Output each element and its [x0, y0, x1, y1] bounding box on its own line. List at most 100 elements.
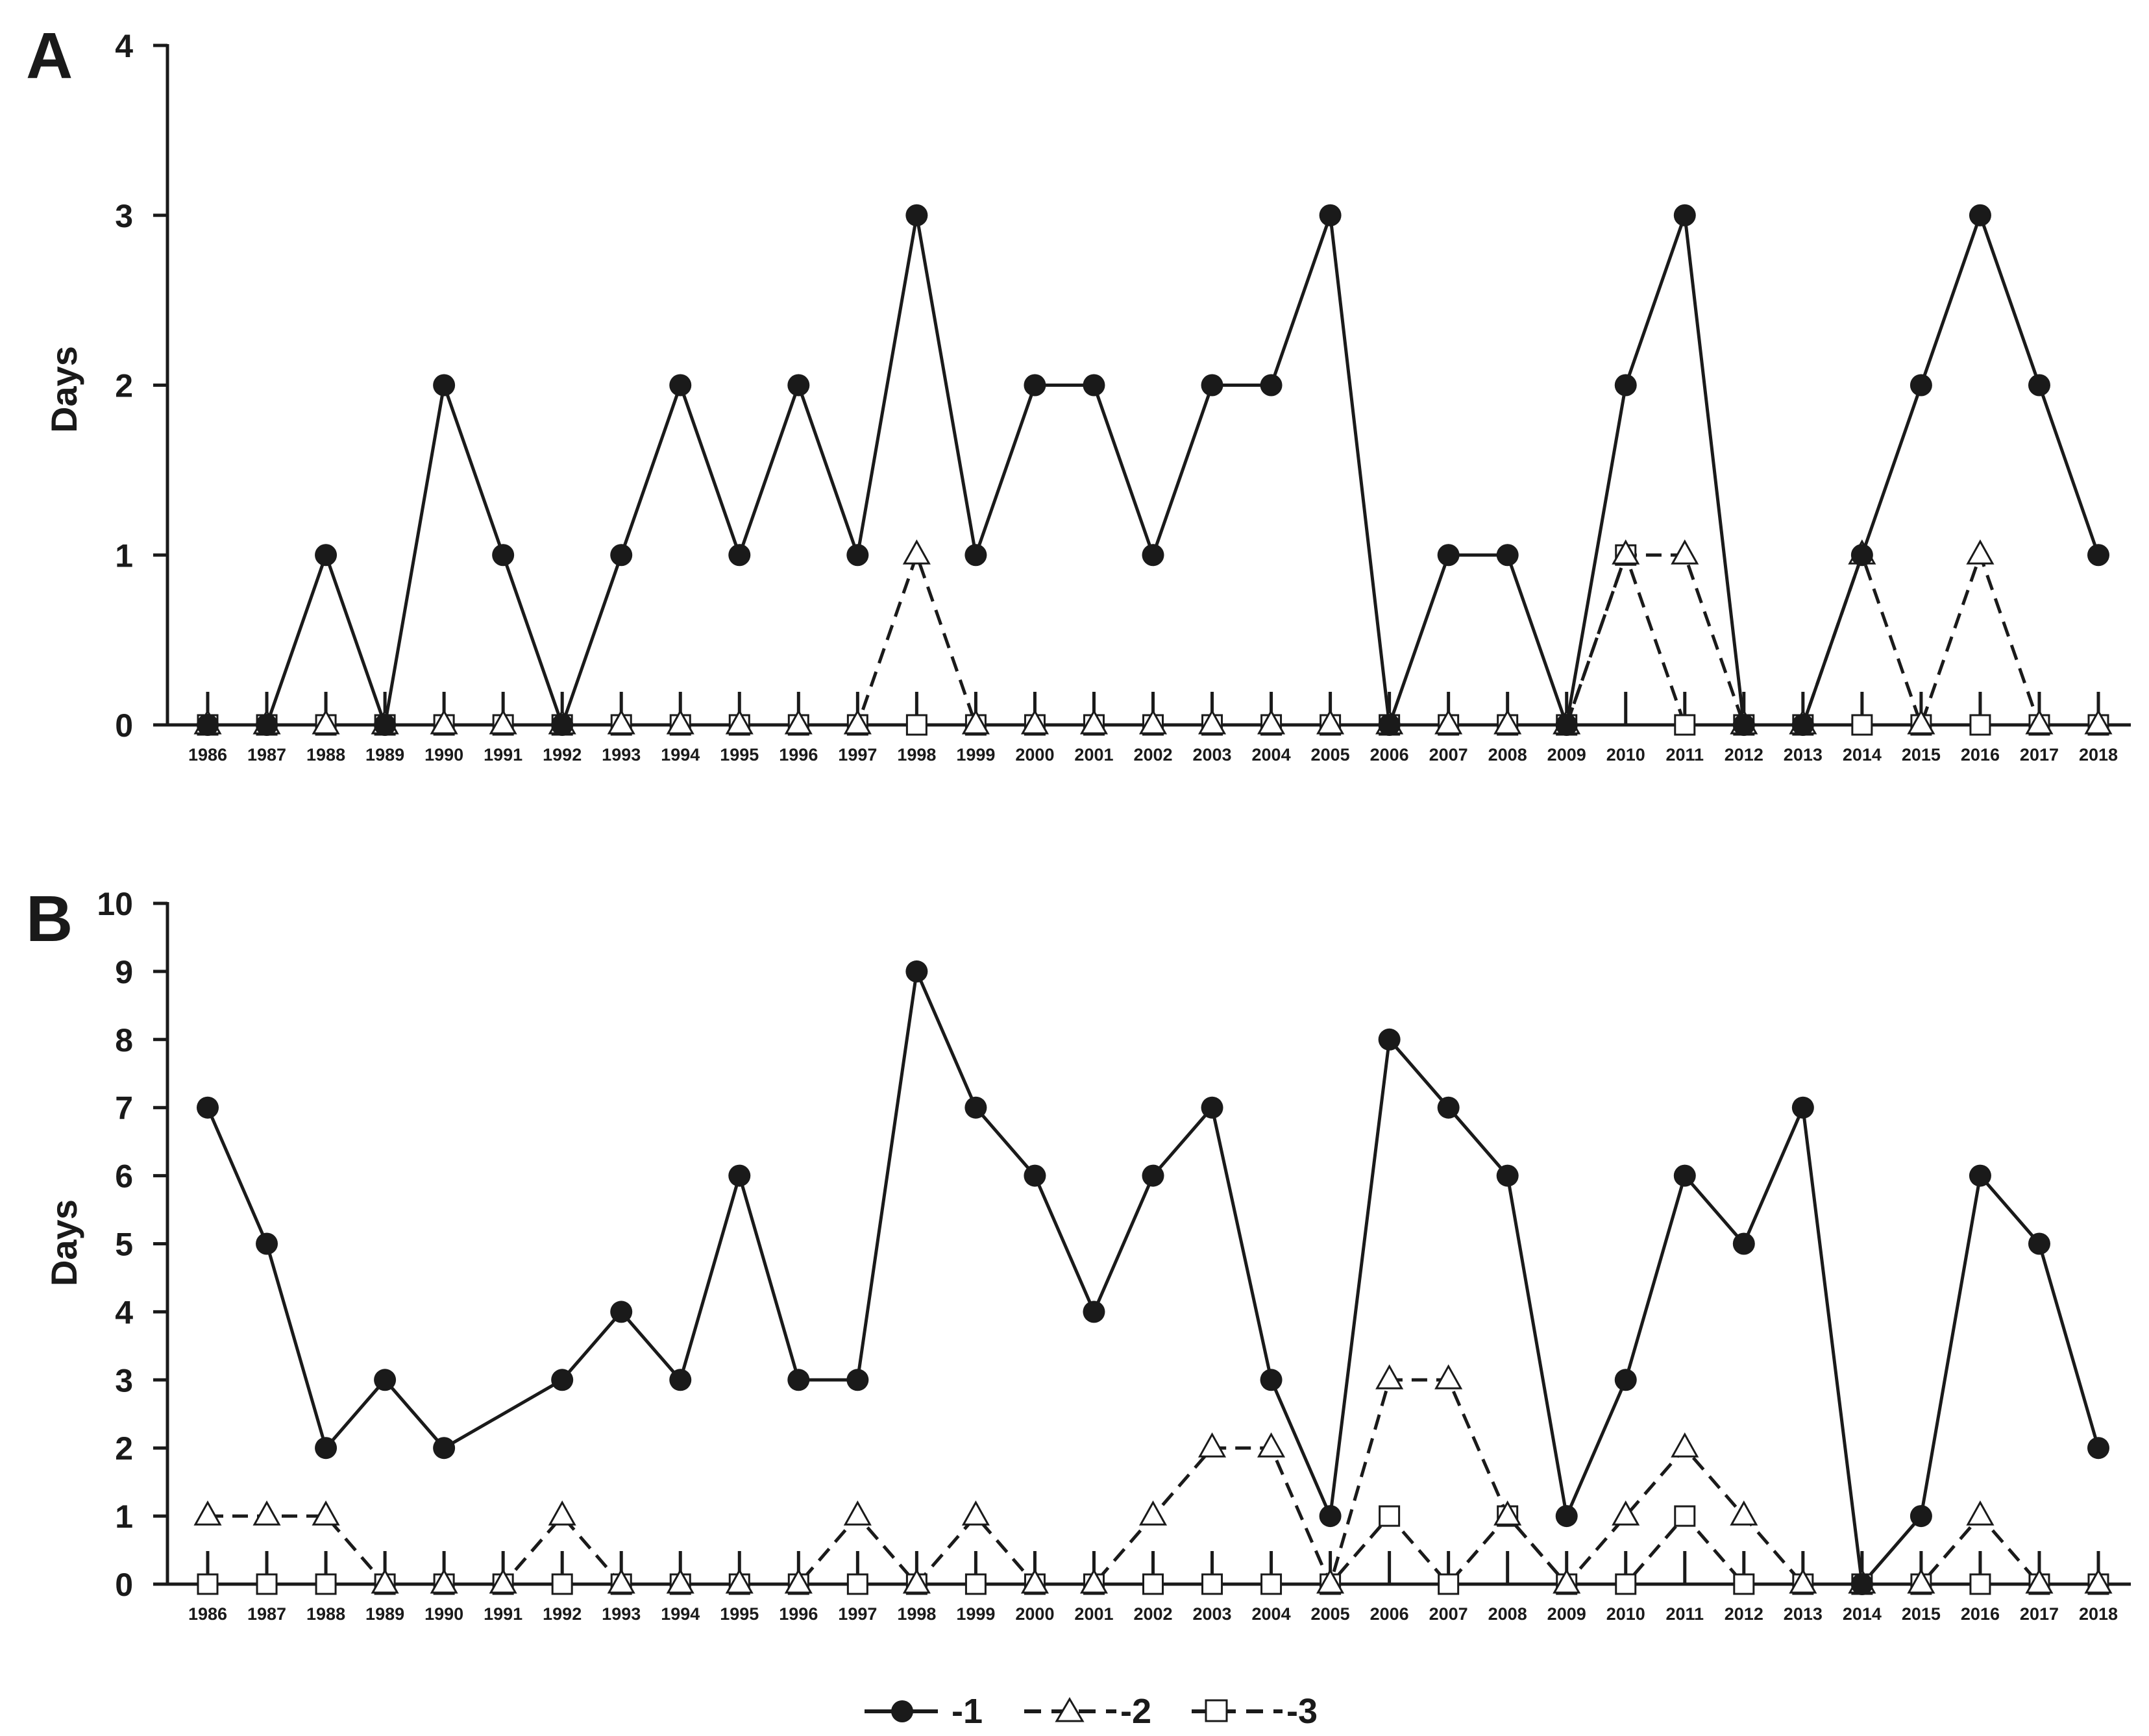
panel-a-series-1-point-1999: [964, 544, 987, 567]
panel-a-series-2-point-1999: [961, 709, 990, 735]
panel-b-series-1-point-2015: [1910, 1505, 1932, 1528]
panel-b-series-2-point-2011: [1671, 1432, 1699, 1458]
panel-b-series-3-point-2007: [1438, 1573, 1460, 1595]
panel-a-x-tick-label-2000: 2000: [1015, 745, 1054, 764]
panel-b-series-1-point-2018: [2087, 1437, 2109, 1460]
panel-b-series-3-point-2011: [1674, 1505, 1696, 1527]
panel-b-series-1-point-2013: [1791, 1096, 1814, 1119]
panel-b-y-axis-title: Days: [43, 1199, 84, 1286]
panel-b-series-1-point-1998: [905, 960, 928, 983]
panel-b-x-tick-label-2012: 2012: [1725, 1604, 1763, 1624]
panel-a-series-3-point-2016: [1969, 714, 1991, 736]
panel-b-y-tick-label-10: 10: [97, 886, 133, 922]
panel-b-series-1-point-2012: [1732, 1232, 1755, 1255]
panel-b-x-tick-label-1987: 1987: [247, 1604, 286, 1624]
panel-b-series-1-point-1986: [197, 1096, 219, 1119]
legend-label-1: -1: [952, 1692, 983, 1731]
panel-b-series-3-point-2006: [1379, 1505, 1401, 1527]
panel-a-x-tick-label-2001: 2001: [1074, 745, 1113, 764]
panel-b-x-tick-label-2017: 2017: [2020, 1604, 2059, 1624]
panel-a-series-1-point-1990: [433, 374, 456, 397]
panel-b-series-2-point-2007: [1434, 1364, 1463, 1389]
panel-b-x-tick-label-2007: 2007: [1429, 1604, 1468, 1624]
panel-a-series-2-point-2000: [1020, 709, 1049, 735]
panel-a-series-1-point-2011: [1673, 204, 1696, 226]
panel-b-x-tick-label-2013: 2013: [1784, 1604, 1823, 1624]
panel-b-y-tick-label-0: 0: [115, 1567, 133, 1603]
panel-a-series-1-point-2000: [1024, 374, 1046, 397]
panel-b-y-tick-label-2: 2: [115, 1430, 133, 1467]
panel-b-series-2-point-2008: [1493, 1500, 1522, 1526]
panel-a-series-2-point-2018: [2084, 709, 2113, 735]
panel-b-x-tick-label-2009: 2009: [1547, 1604, 1586, 1624]
panel-b-series-3-point-1999: [964, 1573, 987, 1595]
panel-b-x-tick-label-2011: 2011: [1665, 1604, 1704, 1624]
panel-a-x-tick-label-1994: 1994: [661, 745, 700, 764]
panel-a-series-1-point-2018: [2087, 544, 2109, 567]
legend-item-2: -2: [1024, 1692, 1151, 1731]
panel-a-x-tick-label-2010: 2010: [1606, 745, 1645, 764]
panel-a-series-2-point-2002: [1138, 709, 1168, 735]
panel-a-series-1-point-2017: [2028, 374, 2050, 397]
panel-b-series-1-point-1989: [374, 1369, 397, 1391]
panel-b-series-2-point-1989: [371, 1568, 399, 1594]
panel-a-series-1-point-2001: [1083, 374, 1105, 397]
panel-b-series-2-point-2006: [1375, 1364, 1404, 1389]
panel-a-x-tick-label-2003: 2003: [1192, 745, 1231, 764]
panel-a-series-1-point-2007: [1437, 544, 1460, 567]
panel-a: A Days 0 1 2 3 4 1986 1987 1988 1989 1990 1991 1992…: [26, 19, 2131, 764]
panel-a-series-2-point-2001: [1079, 709, 1109, 735]
panel-a-x-tick-label-2017: 2017: [2020, 745, 2059, 764]
panel-b-series-2-point-2015: [1907, 1568, 1935, 1594]
panel-b-y-tick-label-5: 5: [115, 1227, 133, 1263]
panel-b-series-1-point-1995: [728, 1164, 751, 1187]
panel-a-series-1-point-2012: [1732, 714, 1755, 736]
panel-a-series-2-point-1990: [430, 709, 458, 735]
panel-b-series-1-point-2011: [1673, 1164, 1696, 1187]
panel-b-y-tick-label-1: 1: [115, 1498, 133, 1535]
panel-a-series-2-point-1988: [312, 709, 340, 735]
panel-a-series-1-point-2016: [1969, 204, 1991, 226]
legend-marker-3: [1205, 1699, 1228, 1722]
panel-a-series-1-point-1994: [669, 374, 692, 397]
panel-b-series-1-point-1988: [315, 1437, 338, 1460]
panel-a-x-tick-label-2013: 2013: [1784, 745, 1823, 764]
panel-b-series-1-point-2007: [1437, 1096, 1460, 1119]
panel-a-x-tick-label-2004: 2004: [1252, 745, 1291, 764]
panel-b-series-3-point-1987: [256, 1573, 278, 1595]
panel-b-series-1-point-2016: [1969, 1164, 1991, 1187]
panel-b: B Days 0 1 2 3 4 5 6 7 8 9 10 1986 1987 1988 1989 1990 1…: [26, 883, 2131, 1624]
panel-b-y-tick-label-8: 8: [115, 1022, 133, 1058]
panel-a-series-2-point-2015: [1907, 709, 1935, 735]
panel-b-series-1-point-2002: [1142, 1164, 1164, 1187]
panel-a-x-tick-label-1997: 1997: [838, 745, 877, 764]
panel-b-x-tick-label-1991: 1991: [484, 1604, 522, 1624]
panel-b-x-tick-label-2016: 2016: [1961, 1604, 2000, 1624]
legend-label-3: -3: [1286, 1692, 1318, 1731]
panel-b-x-tick-label-1995: 1995: [720, 1604, 759, 1624]
panel-a-x-tick-label-2014: 2014: [1843, 745, 1882, 764]
panel-a-x-tick-label-1988: 1988: [306, 745, 345, 764]
panel-a-series-2-point-2007: [1434, 709, 1463, 735]
panel-a-y-tick-label-3: 3: [115, 198, 133, 234]
panel-b-x-tick-label-2002: 2002: [1133, 1604, 1172, 1624]
panel-b-series-3-point-2003: [1201, 1573, 1223, 1595]
panel-a-x-tick-label-2008: 2008: [1488, 745, 1527, 764]
panel-b-series-2-point-1987: [252, 1500, 281, 1526]
panel-a-series-1-point-1997: [846, 544, 869, 567]
panel-a-series-2-point-2017: [2025, 709, 2054, 735]
panel-b-series-1-point-2004: [1260, 1369, 1283, 1391]
panel-b-x-tick-label-2005: 2005: [1311, 1604, 1350, 1624]
panel-b-series-2-point-1991: [489, 1568, 517, 1594]
panel-b-series-1-point-1997: [846, 1369, 869, 1391]
panel-a-x-tick-label-2006: 2006: [1370, 745, 1409, 764]
panel-a-x-tick-label-1990: 1990: [424, 745, 463, 764]
panel-b-letter: B: [26, 883, 73, 955]
panel-a-y-tick-label-2: 2: [115, 368, 133, 404]
panel-a-x-tick-label-1991: 1991: [484, 745, 522, 764]
panel-a-x-tick-label-2018: 2018: [2079, 745, 2118, 764]
legend-marker-2: [1055, 1697, 1085, 1722]
panel-a-x-tick-label-1995: 1995: [720, 745, 759, 764]
panel-a-series-2-point-1994: [666, 709, 694, 735]
panel-a-series-1-point-2008: [1496, 544, 1519, 567]
